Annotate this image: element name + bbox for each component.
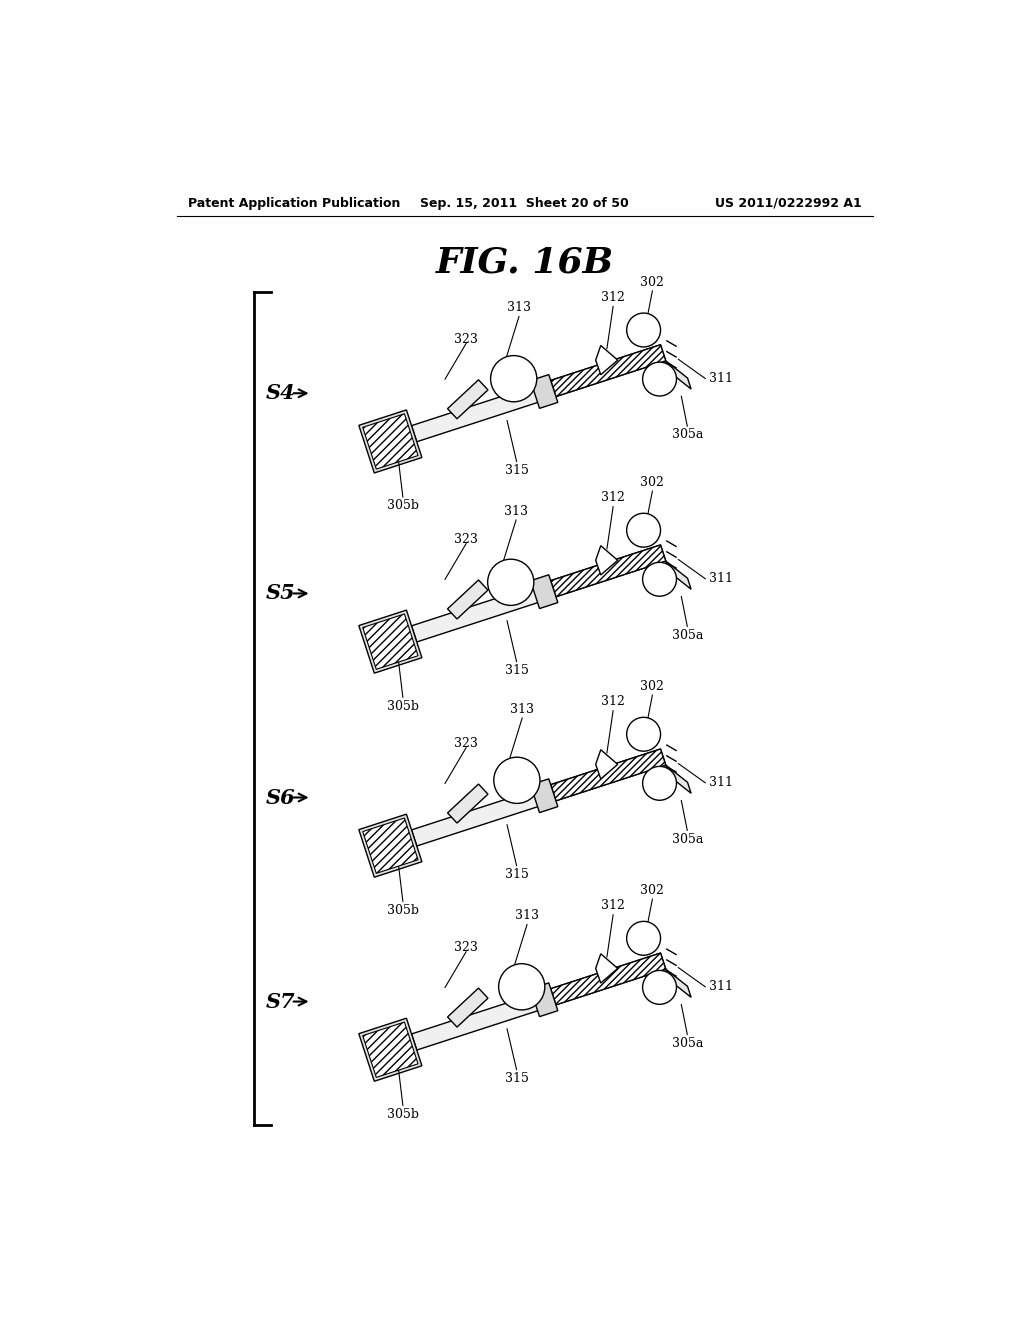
Text: 305a: 305a bbox=[672, 1036, 702, 1049]
Polygon shape bbox=[666, 766, 691, 793]
Text: 302: 302 bbox=[640, 276, 665, 289]
Polygon shape bbox=[412, 748, 666, 846]
Polygon shape bbox=[447, 784, 488, 824]
Polygon shape bbox=[412, 545, 666, 642]
Polygon shape bbox=[551, 953, 666, 1005]
Text: 315: 315 bbox=[505, 664, 528, 677]
Text: S4: S4 bbox=[266, 383, 296, 403]
Text: 323: 323 bbox=[454, 333, 478, 346]
Polygon shape bbox=[447, 579, 488, 619]
Text: 302: 302 bbox=[640, 884, 665, 896]
Text: 315: 315 bbox=[505, 1072, 528, 1085]
Text: 311: 311 bbox=[710, 372, 733, 385]
Text: 305b: 305b bbox=[387, 700, 419, 713]
Polygon shape bbox=[666, 561, 691, 589]
Text: 312: 312 bbox=[601, 491, 625, 504]
Polygon shape bbox=[596, 346, 617, 375]
Text: 312: 312 bbox=[601, 899, 625, 912]
Polygon shape bbox=[358, 814, 422, 878]
Text: S7: S7 bbox=[266, 991, 296, 1011]
Text: 312: 312 bbox=[601, 292, 625, 304]
Text: Patent Application Publication: Patent Application Publication bbox=[188, 197, 400, 210]
Circle shape bbox=[643, 970, 677, 1005]
Polygon shape bbox=[447, 989, 488, 1027]
Circle shape bbox=[643, 562, 677, 597]
Text: 305a: 305a bbox=[672, 429, 702, 441]
Polygon shape bbox=[358, 610, 422, 673]
Circle shape bbox=[643, 362, 677, 396]
Polygon shape bbox=[362, 413, 418, 469]
Polygon shape bbox=[362, 818, 418, 874]
Text: 313: 313 bbox=[507, 301, 531, 314]
Text: 305b: 305b bbox=[387, 1107, 419, 1121]
Text: 302: 302 bbox=[640, 475, 665, 488]
Polygon shape bbox=[530, 779, 558, 813]
Circle shape bbox=[494, 758, 540, 804]
Text: 323: 323 bbox=[454, 737, 478, 750]
Text: 312: 312 bbox=[601, 696, 625, 709]
Circle shape bbox=[499, 964, 545, 1010]
Text: 305b: 305b bbox=[387, 499, 419, 512]
Polygon shape bbox=[596, 954, 617, 983]
Text: FIG. 16B: FIG. 16B bbox=[436, 246, 613, 280]
Circle shape bbox=[627, 921, 660, 956]
Polygon shape bbox=[358, 411, 422, 473]
Text: 311: 311 bbox=[710, 981, 733, 994]
Circle shape bbox=[627, 717, 660, 751]
Text: 305b: 305b bbox=[387, 904, 419, 916]
Polygon shape bbox=[447, 380, 488, 418]
Polygon shape bbox=[666, 360, 691, 389]
Polygon shape bbox=[596, 545, 617, 576]
Text: 313: 313 bbox=[515, 909, 539, 923]
Circle shape bbox=[643, 767, 677, 800]
Polygon shape bbox=[412, 345, 666, 442]
Text: 323: 323 bbox=[454, 533, 478, 546]
Text: 311: 311 bbox=[710, 573, 733, 585]
Text: 315: 315 bbox=[505, 869, 528, 880]
Polygon shape bbox=[362, 614, 418, 669]
Text: 305a: 305a bbox=[672, 833, 702, 846]
Circle shape bbox=[487, 560, 534, 606]
Polygon shape bbox=[666, 969, 691, 998]
Polygon shape bbox=[530, 983, 558, 1016]
Text: 313: 313 bbox=[510, 702, 535, 715]
Text: 311: 311 bbox=[710, 776, 733, 789]
Text: 313: 313 bbox=[504, 504, 528, 517]
Text: Sep. 15, 2011  Sheet 20 of 50: Sep. 15, 2011 Sheet 20 of 50 bbox=[421, 197, 629, 210]
Text: US 2011/0222992 A1: US 2011/0222992 A1 bbox=[715, 197, 861, 210]
Polygon shape bbox=[551, 545, 666, 597]
Circle shape bbox=[627, 513, 660, 548]
Text: 315: 315 bbox=[505, 463, 528, 477]
Polygon shape bbox=[530, 375, 558, 408]
Text: S5: S5 bbox=[266, 583, 296, 603]
Polygon shape bbox=[412, 953, 666, 1049]
Text: 302: 302 bbox=[640, 680, 665, 693]
Polygon shape bbox=[551, 748, 666, 801]
Text: S6: S6 bbox=[266, 788, 296, 808]
Polygon shape bbox=[362, 1022, 418, 1077]
Text: 323: 323 bbox=[454, 941, 478, 954]
Polygon shape bbox=[551, 345, 666, 396]
Polygon shape bbox=[358, 1018, 422, 1081]
Circle shape bbox=[490, 355, 537, 401]
Text: 305a: 305a bbox=[672, 628, 702, 642]
Polygon shape bbox=[596, 750, 617, 779]
Circle shape bbox=[627, 313, 660, 347]
Polygon shape bbox=[530, 574, 558, 609]
